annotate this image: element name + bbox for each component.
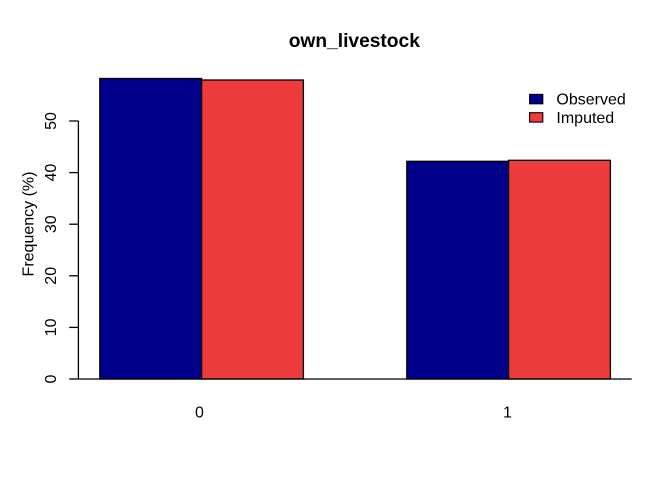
svg-text:50: 50 bbox=[43, 112, 60, 130]
svg-text:40: 40 bbox=[43, 164, 60, 182]
svg-text:Observed: Observed bbox=[556, 92, 625, 109]
svg-text:20: 20 bbox=[43, 267, 60, 285]
svg-text:Imputed: Imputed bbox=[556, 110, 614, 127]
svg-text:own_livestock: own_livestock bbox=[289, 31, 420, 52]
svg-text:1: 1 bbox=[503, 405, 512, 422]
svg-text:30: 30 bbox=[43, 215, 60, 233]
svg-text:10: 10 bbox=[43, 318, 60, 336]
svg-text:Frequency (%): Frequency (%) bbox=[21, 172, 38, 277]
svg-text:0: 0 bbox=[43, 374, 60, 383]
svg-text:0: 0 bbox=[195, 405, 204, 422]
